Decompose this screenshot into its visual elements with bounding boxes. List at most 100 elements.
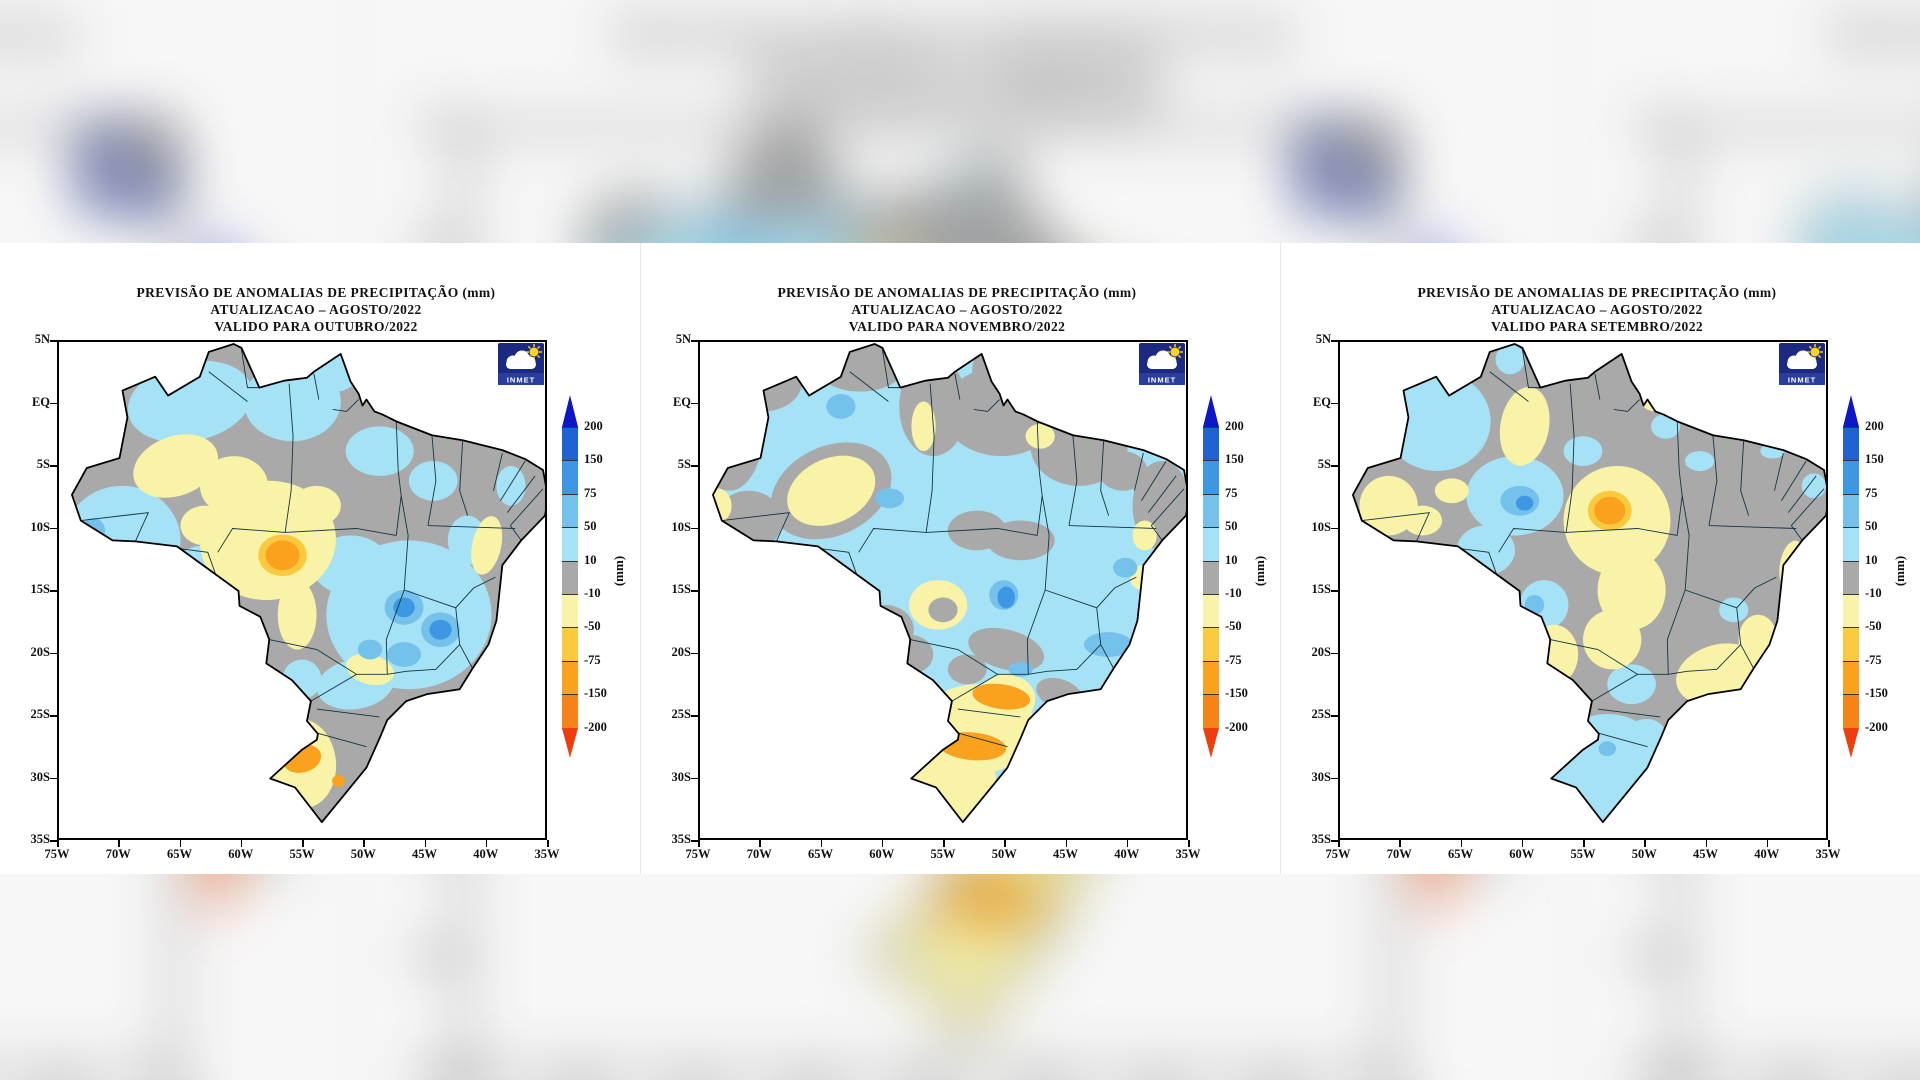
lat-tick-label: 30S xyxy=(671,769,691,784)
lat-tick-label: 35S xyxy=(1311,832,1331,846)
colorbar-segment xyxy=(1203,694,1219,729)
lon-tick-mark xyxy=(1521,840,1524,847)
lon-tick-label: 55W xyxy=(289,847,315,861)
colorbar-arrow-up xyxy=(562,395,578,427)
colorbar-segment xyxy=(1843,594,1859,629)
colorbar-segment xyxy=(562,427,578,462)
lat-tick-label: 5S xyxy=(1317,457,1331,471)
lat-tick-mark xyxy=(691,840,698,842)
lon-tick-label: 75W xyxy=(44,847,70,861)
lat-tick-mark xyxy=(1331,340,1338,342)
lon-tick-mark xyxy=(1004,840,1006,847)
lon-tick-mark xyxy=(1399,840,1401,847)
brazil-anomaly-map xyxy=(71,343,545,824)
title-line-3: VALIDO PARA OUTUBRO/2022 xyxy=(214,319,418,334)
lat-tick-mark xyxy=(1331,465,1338,467)
lat-tick-mark xyxy=(691,527,698,530)
lon-tick-mark xyxy=(1338,840,1340,847)
lon-tick-mark xyxy=(179,840,182,847)
lat-tick-label: 20S xyxy=(30,644,50,659)
map-panel-novembro: PREVISÃO DE ANOMALIAS DE PRECIPITAÇÃO (m… xyxy=(640,243,1281,874)
colorbar-segment xyxy=(1843,427,1859,462)
lon-tick-mark xyxy=(1828,840,1830,847)
lon-tick-mark xyxy=(820,840,823,847)
colorbar-scale-label: -150 xyxy=(1865,686,1888,701)
lon-tick-label: 40W xyxy=(1114,847,1140,861)
lon-tick-label: 70W xyxy=(1386,847,1412,861)
lat-tick-mark xyxy=(691,465,698,467)
lat-tick-mark xyxy=(50,652,57,655)
lat-tick-mark xyxy=(1331,652,1338,655)
map-panel-setembro: PREVISÃO DE ANOMALIAS DE PRECIPITAÇÃO (m… xyxy=(1280,243,1920,874)
lat-tick-label: 25S xyxy=(30,707,50,721)
lat-tick-label: 5N xyxy=(34,332,50,346)
map-frame: INMET xyxy=(698,340,1188,840)
lon-tick-mark xyxy=(881,840,884,847)
colorbar-unit-label: (mm) xyxy=(611,555,626,587)
colorbar-scale-label: -10 xyxy=(584,586,601,600)
svg-text:INMET: INMET xyxy=(1317,194,1371,210)
colorbar-scale-label: 200 xyxy=(584,419,603,433)
lat-tick-label: 10S xyxy=(1311,519,1331,534)
colorbar-arrow-down xyxy=(1203,727,1219,758)
lon-tick-label: 55W xyxy=(930,847,956,861)
colorbar-scale-label: 10 xyxy=(584,552,597,567)
lat-tick-mark xyxy=(1331,402,1338,405)
panel-title: PREVISÃO DE ANOMALIAS DE PRECIPITAÇÃO (m… xyxy=(60,284,572,335)
colorbar-segment xyxy=(1843,660,1859,696)
colorbar-segment xyxy=(562,560,578,595)
lon-tick-mark xyxy=(57,840,59,847)
lat-tick-mark xyxy=(1331,777,1338,780)
lat-tick-label: 30S xyxy=(1311,769,1331,784)
colorbar-segment xyxy=(562,594,578,629)
svg-text:INMET: INMET xyxy=(1788,376,1816,385)
colorbar-segment xyxy=(562,627,578,662)
lon-tick-mark xyxy=(1126,840,1129,847)
lat-tick-mark xyxy=(50,402,57,405)
colorbar-scale-label: -75 xyxy=(1865,652,1882,667)
colorbar-segment xyxy=(1203,594,1219,629)
title-line-1: PREVISÃO DE ANOMALIAS DE PRECIPITAÇÃO (m… xyxy=(1417,285,1777,300)
lon-tick-label: 65W xyxy=(808,847,833,861)
colorbar-segment xyxy=(1843,493,1859,529)
colorbar-scale-label: 150 xyxy=(1225,452,1244,467)
lon-tick-label: 60W xyxy=(869,847,895,861)
colorbar-segment xyxy=(562,694,578,729)
lon-tick-mark xyxy=(424,840,427,847)
colorbar-scale-label: -50 xyxy=(1865,619,1882,634)
colorbar-segment xyxy=(1843,560,1859,595)
lon-tick-label: 50W xyxy=(350,847,376,861)
lon-tick-mark xyxy=(1065,840,1068,847)
lat-tick-label: 35S xyxy=(671,832,691,846)
colorbar-segment xyxy=(1843,627,1859,662)
colorbar-segment xyxy=(1203,527,1219,562)
lat-tick-label: EQ xyxy=(31,394,50,409)
colorbar-scale-label: -50 xyxy=(1225,619,1242,634)
colorbar-segment xyxy=(1843,460,1859,495)
lat-tick-label: 5S xyxy=(677,457,691,471)
colorbar-scale-label: -200 xyxy=(1865,719,1888,734)
colorbar-scale-label: -75 xyxy=(1225,652,1242,667)
lon-tick-label: 70W xyxy=(746,847,772,861)
colorbar-scale-label: 75 xyxy=(584,485,597,500)
lat-tick-label: 25S xyxy=(1311,707,1331,721)
colorbar-scale-label: 50 xyxy=(584,519,597,534)
svg-text:INMET: INMET xyxy=(99,194,153,210)
colorbar-scale-label: -75 xyxy=(584,652,601,667)
lon-tick-mark xyxy=(698,840,700,847)
colorbar-segment xyxy=(562,460,578,495)
lat-tick-mark xyxy=(1331,715,1338,717)
lat-tick-label: EQ xyxy=(672,394,691,409)
colorbar-segment xyxy=(562,493,578,529)
lon-tick-label: 35W xyxy=(1175,847,1201,861)
colorbar-arrow-up xyxy=(1203,395,1219,427)
lat-tick-mark xyxy=(50,527,57,530)
lon-tick-mark xyxy=(118,840,120,847)
lon-tick-label: 60W xyxy=(228,847,254,861)
colorbar-segment xyxy=(1843,527,1859,562)
colorbar-arrow-down xyxy=(562,727,578,758)
lon-tick-label: 50W xyxy=(991,847,1017,861)
colorbar-scale-label: 200 xyxy=(1865,419,1884,433)
colorbar-scale-label: -10 xyxy=(1225,586,1242,600)
